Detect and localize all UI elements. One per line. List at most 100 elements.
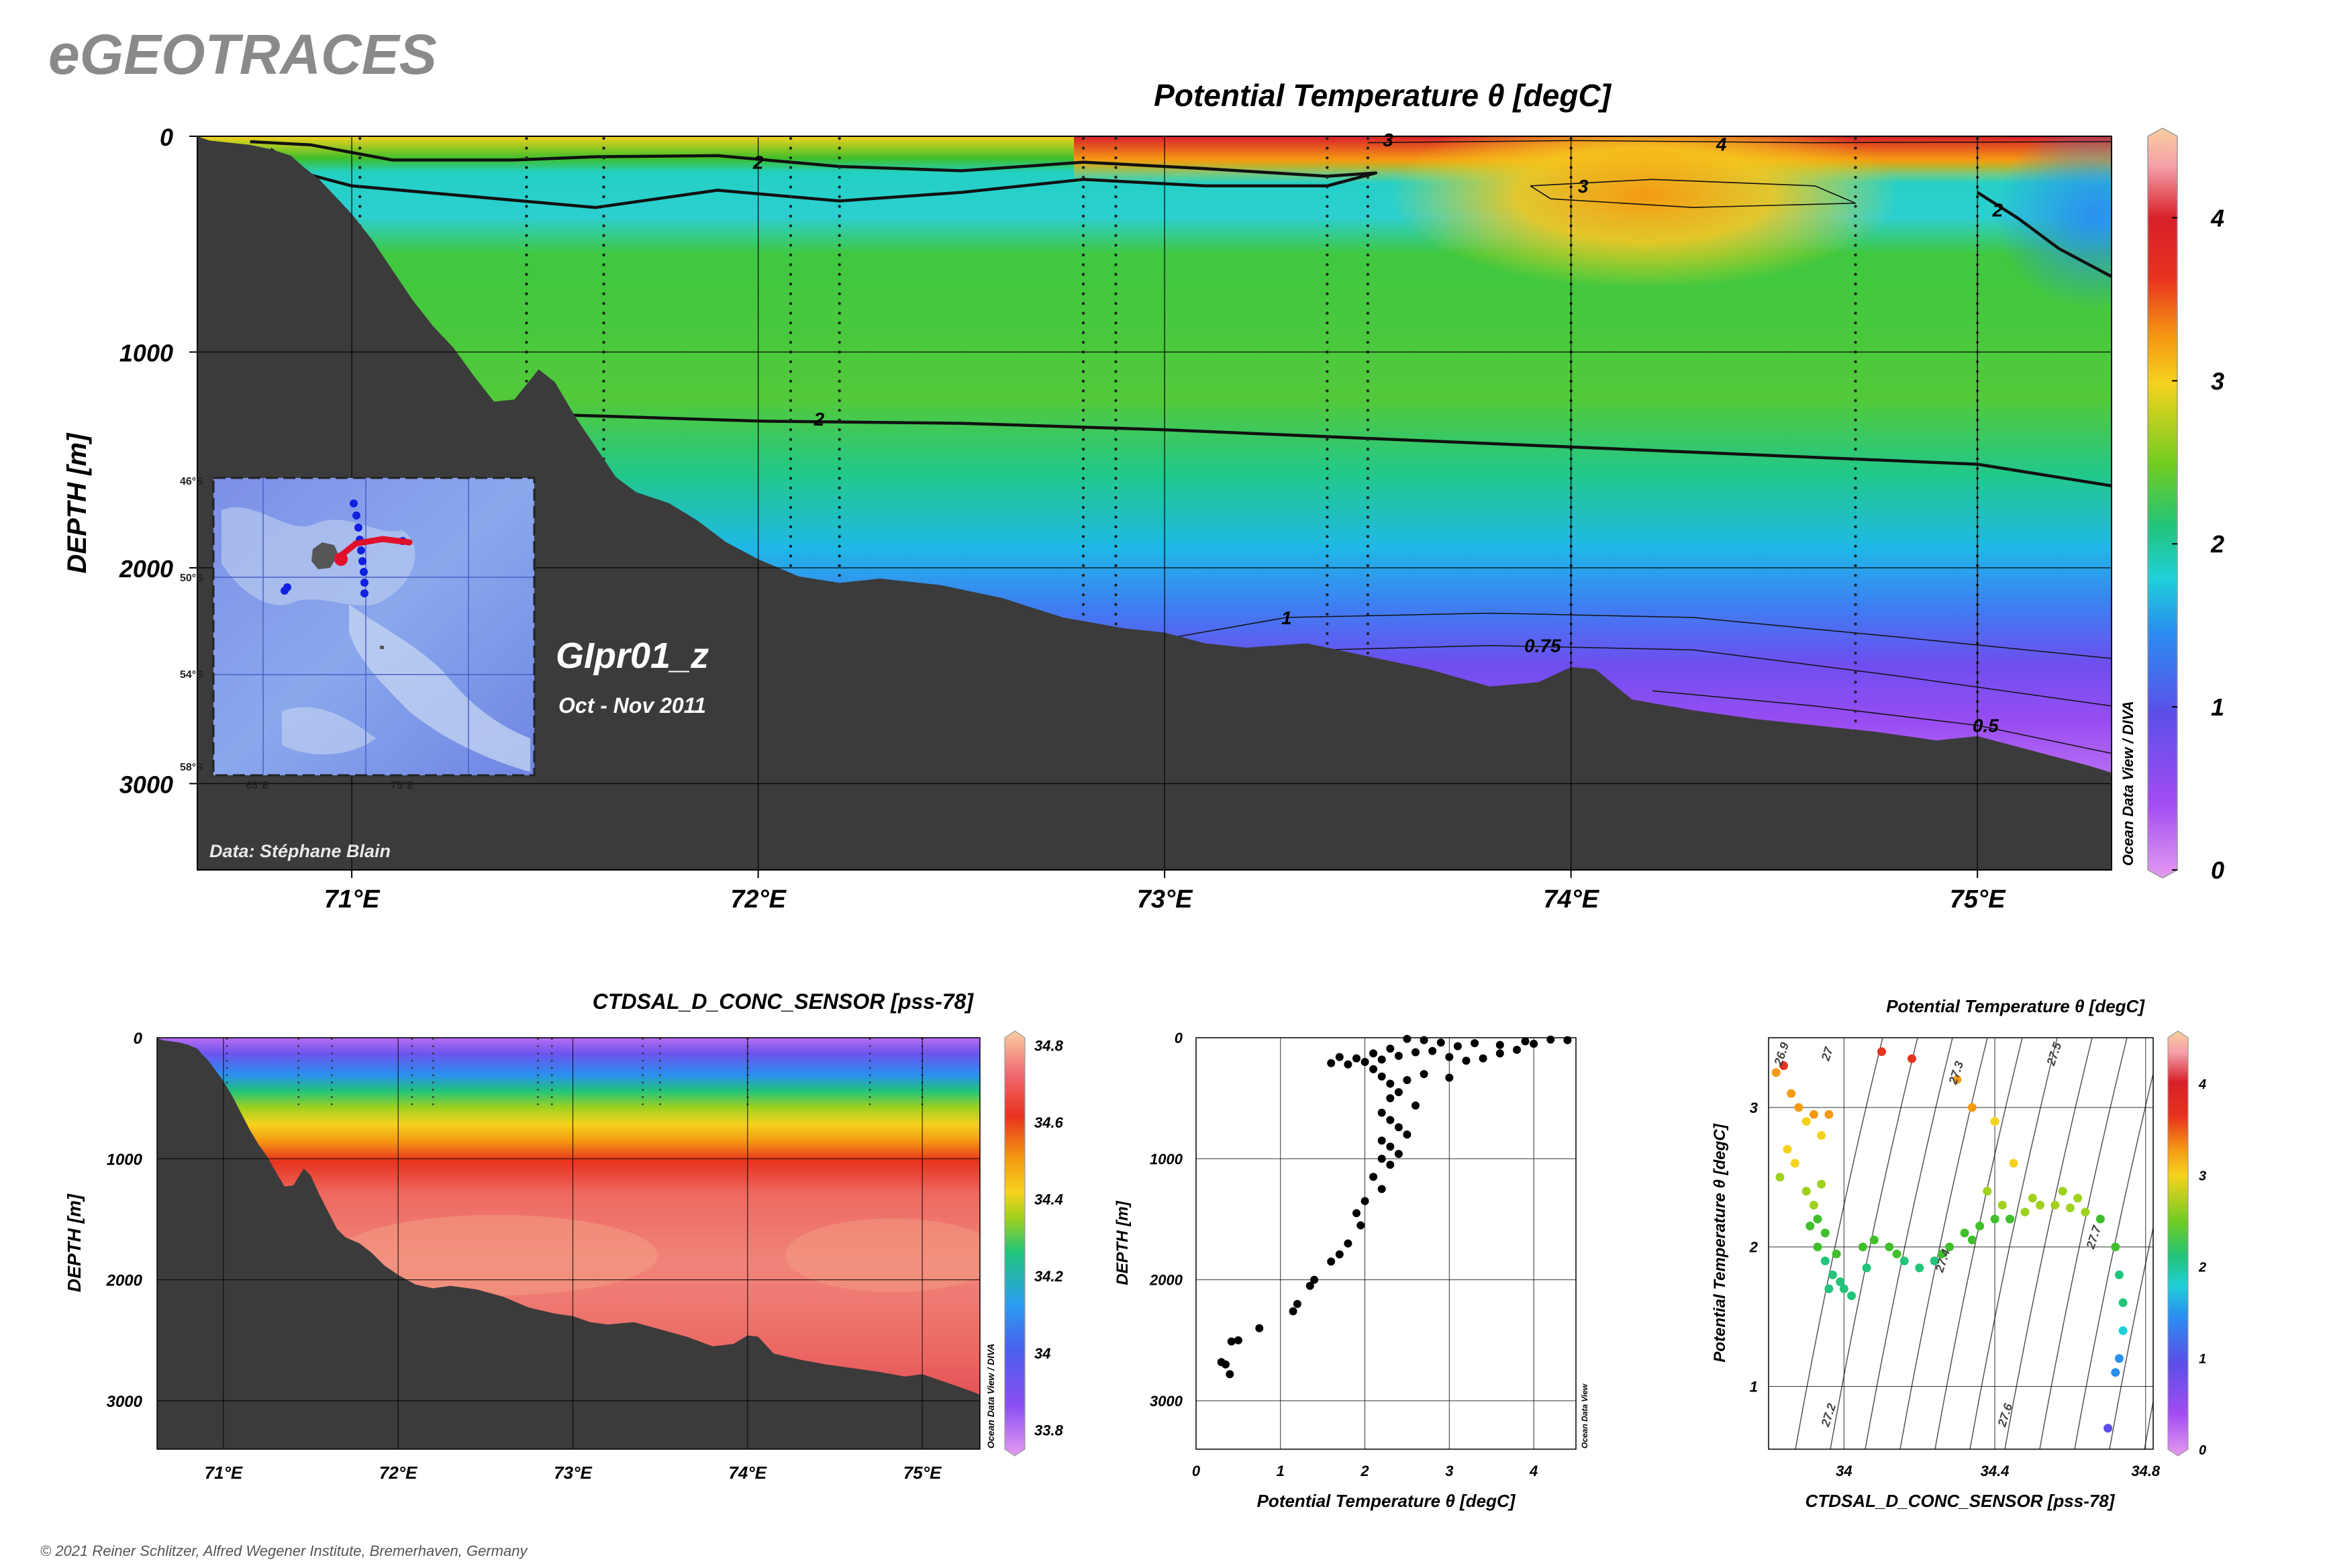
- profile-point-56: [1289, 1307, 1297, 1316]
- station-8-sample: [1326, 525, 1329, 529]
- profile-x-tick-3: 3: [1445, 1463, 1453, 1479]
- station-6-sample: [1081, 311, 1085, 315]
- station-11-sample: [1854, 370, 1857, 373]
- station-5-sample: [838, 564, 841, 567]
- contour-0-5: [1652, 690, 2112, 754]
- station-6-sample: [1081, 340, 1085, 344]
- ts-point-11: [1790, 1159, 1799, 1168]
- profile-point-20: [1428, 1046, 1437, 1055]
- station-6-sample: [1081, 467, 1085, 471]
- station-map-inset: 46°S 50°S 54°S 58°S 65°E 75°E: [180, 476, 536, 791]
- ts-point-57: [2073, 1193, 2083, 1203]
- sal-station-8-sample: [642, 1038, 644, 1040]
- station-5-sample: [838, 467, 841, 471]
- theta-x-tick-74: 74°E: [1543, 885, 1599, 914]
- station-8-sample: [1326, 418, 1329, 422]
- profile-point-55: [1293, 1300, 1301, 1308]
- sal-x-tick-71: 71°E: [205, 1463, 243, 1483]
- sal-station-6-sample: [537, 1067, 539, 1069]
- station-7-sample: [1114, 214, 1118, 218]
- station-7-sample: [1114, 428, 1118, 432]
- station-7-sample: [1114, 573, 1118, 577]
- profile-point-37: [1386, 1116, 1395, 1124]
- station-8-sample: [1326, 389, 1329, 393]
- profile-point-45: [1369, 1173, 1378, 1181]
- station-9-sample: [1366, 146, 1370, 150]
- ts-cbar-tick-1: 1: [2199, 1352, 2206, 1367]
- ts-point-51: [1952, 1075, 1962, 1084]
- station-4-sample: [789, 409, 793, 412]
- sal-station-5-sample: [432, 1045, 434, 1048]
- station-4-sample: [789, 379, 793, 383]
- station-5-sample: [838, 486, 841, 490]
- station-8-sample: [1326, 146, 1329, 150]
- station-9-sample: [1366, 253, 1370, 257]
- station-4-sample: [789, 253, 793, 257]
- salinity-core: [336, 1215, 658, 1295]
- station-8-sample: [1326, 496, 1329, 499]
- station-5-sample: [838, 360, 841, 364]
- profile-point-25: [1513, 1046, 1521, 1054]
- sal-station-5-sample: [432, 1052, 434, 1055]
- svg-text:54°S: 54°S: [180, 669, 203, 681]
- sal-station-2-sample: [297, 1103, 300, 1106]
- ts-point-33: [1975, 1222, 1985, 1230]
- station-7-sample: [1114, 477, 1118, 480]
- station-3-sample: [602, 311, 605, 315]
- sal-station-9-sample: [659, 1074, 662, 1077]
- station-2-sample: [525, 263, 528, 266]
- station-2-sample: [525, 146, 528, 150]
- station-11-sample: [1854, 234, 1857, 238]
- station-8-sample: [1326, 612, 1329, 616]
- ts-point-30: [1930, 1257, 1939, 1265]
- station-8-sample: [1326, 535, 1329, 538]
- profile-point-21: [1445, 1052, 1454, 1061]
- station-5-sample: [838, 496, 841, 499]
- ts-point-34: [1990, 1214, 1999, 1224]
- station-4-sample: [789, 418, 793, 422]
- station-8-sample: [1326, 554, 1329, 558]
- station-5-sample: [838, 516, 841, 519]
- odv-watermark: Ocean Data View / DIVA: [2120, 701, 2136, 866]
- sal-station-9-sample: [659, 1081, 662, 1084]
- station-7-sample: [1114, 301, 1118, 305]
- station-4-sample: [789, 525, 793, 529]
- sal-y-tick-2000: 2000: [106, 1272, 143, 1290]
- sal-station-5-sample: [432, 1089, 434, 1091]
- station-3-sample: [602, 370, 605, 373]
- sal-station-6-sample: [537, 1052, 539, 1055]
- station-8-sample: [1326, 409, 1329, 412]
- station-11-sample: [1854, 573, 1857, 577]
- ts-point-4: [1794, 1103, 1803, 1112]
- station-6-sample: [1081, 137, 1085, 140]
- ts-point-15: [1820, 1228, 1830, 1238]
- station-1-sample: [358, 214, 362, 218]
- station-5-sample: [838, 244, 841, 247]
- station-11-sample: [1854, 709, 1857, 713]
- ts-plot-frame: [1768, 1037, 2154, 1450]
- station-8-sample: [1326, 370, 1329, 373]
- station-4-sample: [789, 428, 793, 432]
- copyright: © 2021 Reiner Schlitzer, Alfred Wegener …: [40, 1542, 528, 1559]
- station-7-sample: [1114, 205, 1118, 208]
- salinity-section-title: CTDSAL_D_CONC_SENSOR [pss-78]: [593, 989, 975, 1014]
- sal-station-9-sample: [659, 1103, 662, 1106]
- station-5-sample: [838, 340, 841, 344]
- station-3-sample: [602, 234, 605, 238]
- station-3-sample: [602, 224, 605, 228]
- sal-station-7-sample: [550, 1074, 553, 1077]
- station-9-sample: [1366, 156, 1370, 160]
- station-8-sample: [1326, 214, 1329, 218]
- profile-x-tick-1: 1: [1277, 1463, 1285, 1479]
- station-7-sample: [1114, 554, 1118, 558]
- profile-point-47: [1360, 1197, 1369, 1206]
- profile-point-24: [1495, 1049, 1504, 1058]
- ts-point-41: [2095, 1214, 2105, 1224]
- profile-point-3: [1521, 1037, 1530, 1046]
- profile-point-58: [1234, 1336, 1242, 1344]
- station-6-sample: [1081, 379, 1085, 383]
- sal-x-tick-72: 72°E: [379, 1463, 417, 1483]
- contour-0-75: [1327, 644, 2112, 707]
- sal-station-11-sample: [869, 1089, 871, 1091]
- station-9-sample: [1366, 399, 1370, 403]
